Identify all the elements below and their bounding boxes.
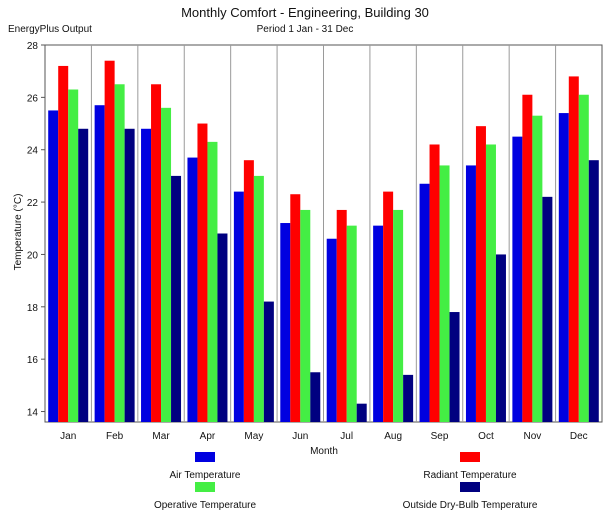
legend-label: Air Temperature <box>170 470 241 481</box>
bar <box>207 141 218 423</box>
bar <box>429 144 440 422</box>
chart-subtitle: Period 1 Jan - 31 Dec <box>257 24 354 35</box>
bar <box>263 301 274 422</box>
bar <box>356 403 367 422</box>
bar <box>578 94 589 423</box>
bar <box>588 160 599 422</box>
y-tick-label: 16 <box>27 355 39 366</box>
x-tick-label: Apr <box>200 431 216 442</box>
bar <box>542 196 553 422</box>
y-tick-label: 22 <box>27 198 39 209</box>
x-tick-label: Jul <box>340 431 353 442</box>
bar <box>495 254 506 422</box>
legend-swatch <box>195 482 215 492</box>
bar <box>48 110 59 422</box>
bar <box>290 194 301 422</box>
y-tick-label: 20 <box>27 250 39 261</box>
x-tick-label: Sep <box>431 431 449 442</box>
y-tick-label: 14 <box>27 408 39 419</box>
bar <box>187 157 198 422</box>
bar <box>124 128 135 422</box>
bar <box>522 94 533 423</box>
bar <box>310 372 321 422</box>
bar <box>197 123 208 423</box>
bar <box>161 107 172 422</box>
bar <box>141 128 152 422</box>
bar <box>449 312 460 422</box>
bar <box>78 128 89 422</box>
y-axis-label: Temperature (°C) <box>13 194 24 271</box>
bar <box>532 115 543 422</box>
bar <box>326 238 337 422</box>
bar <box>300 209 311 422</box>
bar <box>439 165 450 423</box>
source-label: EnergyPlus Output <box>8 24 92 35</box>
bar <box>403 374 414 422</box>
bar <box>68 89 79 422</box>
x-tick-label: Dec <box>570 431 588 442</box>
legend-label: Operative Temperature <box>154 500 257 511</box>
bar <box>58 65 69 422</box>
x-tick-label: Aug <box>384 431 402 442</box>
x-tick-label: Jan <box>60 431 76 442</box>
bar <box>171 175 182 422</box>
x-tick-label: Mar <box>152 431 170 442</box>
bar <box>233 191 244 422</box>
y-tick-label: 26 <box>27 93 39 104</box>
bar <box>393 209 404 422</box>
bar <box>558 113 569 422</box>
bar <box>475 126 486 422</box>
bar <box>512 136 523 422</box>
legend-swatch <box>460 482 480 492</box>
bar <box>346 225 357 422</box>
legend-swatch <box>195 452 215 462</box>
y-tick-label: 24 <box>27 146 39 157</box>
legend-label: Outside Dry-Bulb Temperature <box>403 500 538 511</box>
y-tick-label: 18 <box>27 303 39 314</box>
bar <box>94 105 105 423</box>
x-tick-label: May <box>244 431 263 442</box>
bar <box>104 60 115 422</box>
bar <box>243 160 254 422</box>
x-tick-label: Nov <box>523 431 541 442</box>
y-tick-label: 28 <box>27 41 39 52</box>
legend-label: Radiant Temperature <box>423 470 517 481</box>
legend: Air Temperature Radiant Temperature Operat… <box>154 452 538 511</box>
chart-title: Monthly Comfort - Engineering, Building … <box>181 5 429 20</box>
bar <box>485 144 496 422</box>
x-tick-label: Feb <box>106 431 124 442</box>
bar <box>114 84 125 422</box>
bar <box>151 84 162 422</box>
bar <box>465 165 476 423</box>
bar <box>253 175 264 422</box>
plot-area: 14 16 18 20 22 24 26 28 Jan Feb Mar Apr May Jun Jul Aug… <box>27 41 603 442</box>
bar <box>568 76 579 423</box>
legend-swatch <box>460 452 480 462</box>
x-axis-label: Month <box>310 446 338 457</box>
x-tick-label: Oct <box>478 431 494 442</box>
bar <box>373 225 384 422</box>
bar <box>383 191 394 422</box>
bar <box>419 183 430 422</box>
x-tick-label: Jun <box>292 431 308 442</box>
bar <box>217 233 228 422</box>
bar <box>280 223 291 422</box>
bar <box>336 209 347 422</box>
